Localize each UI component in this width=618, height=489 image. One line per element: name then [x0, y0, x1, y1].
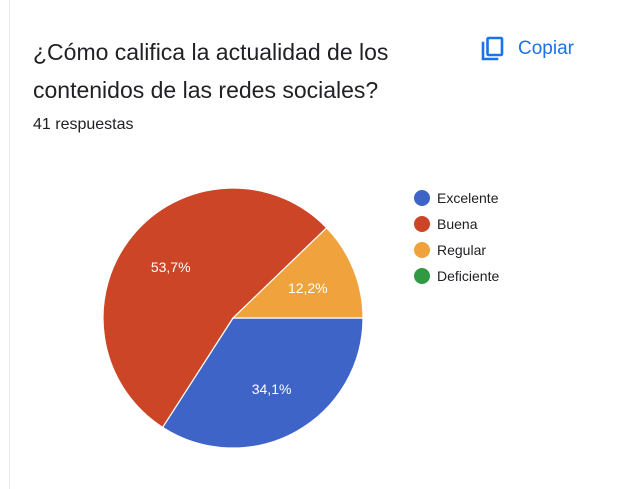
- copy-icon: [481, 36, 504, 61]
- copy-label: Copiar: [518, 38, 574, 59]
- card-left-border: [9, 0, 10, 489]
- legend-swatch-regular: [414, 242, 430, 258]
- legend-item-deficiente[interactable]: Deficiente: [414, 263, 499, 289]
- pie-slice-regular[interactable]: [231, 226, 364, 319]
- pie-label-buena: 53,7%: [151, 259, 191, 275]
- pie-label-regular: 12,2%: [288, 280, 328, 296]
- legend-swatch-buena: [414, 216, 430, 232]
- question-title: ¿Cómo califica la actualidad de los cont…: [33, 39, 389, 103]
- pie-label-excelente: 34,1%: [252, 381, 292, 397]
- pie-slice-buena[interactable]: [102, 187, 328, 429]
- legend-label-excelente: Excelente: [437, 190, 499, 206]
- legend-item-buena[interactable]: Buena: [414, 211, 499, 237]
- legend-item-excelente[interactable]: Excelente: [414, 185, 499, 211]
- legend-swatch-excelente: [414, 190, 430, 206]
- response-count: 41 respuestas: [33, 116, 134, 133]
- legend-label-deficiente: Deficiente: [437, 268, 500, 284]
- legend-swatch-deficiente: [414, 268, 430, 284]
- legend-item-regular[interactable]: Regular: [414, 237, 499, 263]
- legend-label-regular: Regular: [437, 242, 487, 258]
- copy-button[interactable]: Copiar: [480, 33, 574, 65]
- legend-label-buena: Buena: [437, 216, 478, 232]
- chart-legend: Excelente Buena Regular Deficiente: [414, 185, 499, 289]
